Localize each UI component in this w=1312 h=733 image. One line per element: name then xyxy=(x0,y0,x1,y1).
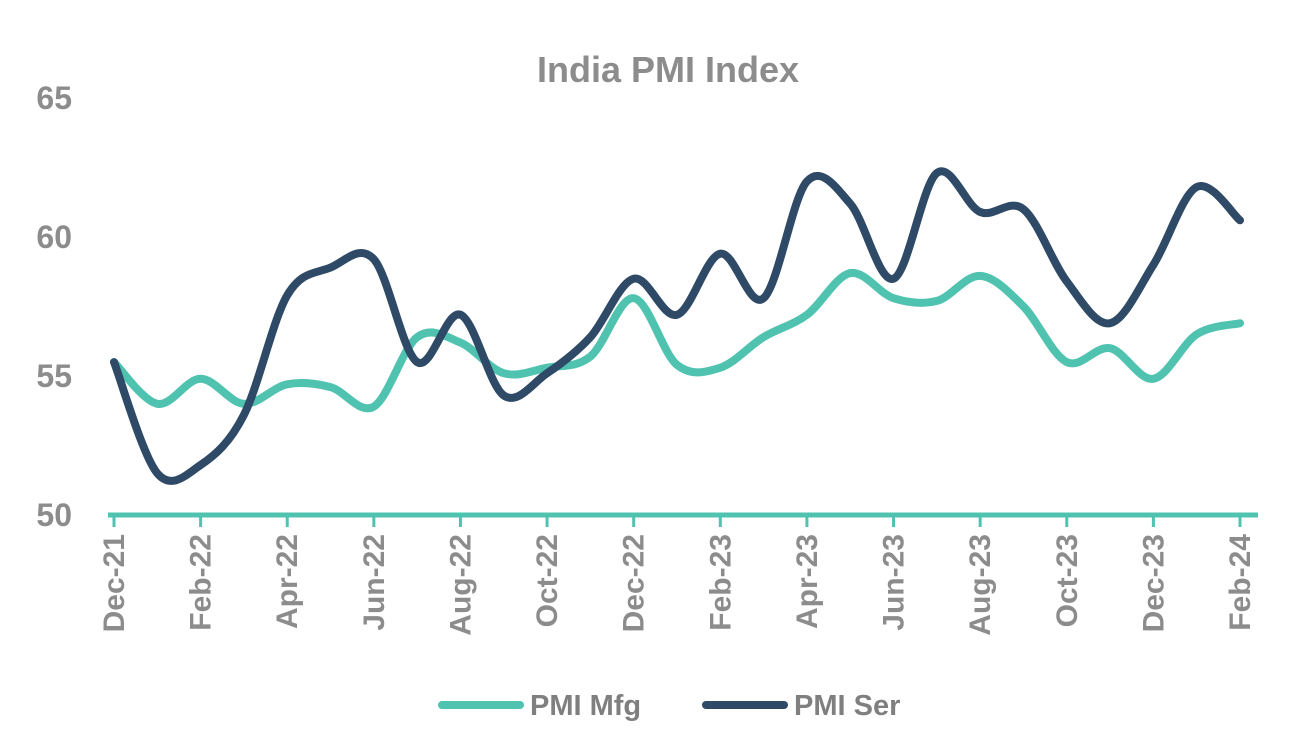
x-axis-ticks: Dec-21 Feb-22 Apr-22 Jun-22 Aug-22 Oct-22 Dec-… xyxy=(98,534,1257,636)
y-tick-label: 50 xyxy=(36,497,72,533)
x-tick-label: Aug-22 xyxy=(444,534,477,636)
x-tick-label: Feb-23 xyxy=(704,534,737,631)
y-tick-label: 65 xyxy=(36,80,72,116)
series-line-pmi-ser xyxy=(110,167,1244,485)
legend: PMI Mfg PMI Ser xyxy=(438,690,900,722)
x-tick-label: Apr-23 xyxy=(791,534,824,629)
y-tick-label: 60 xyxy=(36,219,72,255)
legend-label: PMI Mfg xyxy=(530,690,641,722)
x-tick-label: Oct-22 xyxy=(531,534,564,627)
y-axis-ticks: 50 55 60 65 xyxy=(36,80,72,533)
chart-title: India PMI Index xyxy=(537,49,799,90)
series-lines xyxy=(110,167,1244,485)
x-tick-label: Apr-22 xyxy=(271,534,304,629)
x-tick-label: Jun-22 xyxy=(358,534,391,631)
y-tick-label: 55 xyxy=(36,358,72,394)
x-tick-label: Dec-21 xyxy=(98,534,131,632)
x-axis xyxy=(108,512,1258,527)
legend-label: PMI Ser xyxy=(794,690,900,722)
x-tick-label: Feb-24 xyxy=(1224,534,1257,631)
x-tick-label: Dec-22 xyxy=(618,534,651,632)
x-tick-label: Dec-23 xyxy=(1137,534,1170,632)
series-line-pmi-mfg xyxy=(110,269,1244,413)
x-tick-label: Oct-23 xyxy=(1051,534,1084,627)
x-tick-label: Aug-23 xyxy=(964,534,997,636)
x-tick-label: Jun-23 xyxy=(878,534,911,631)
x-tick-label: Feb-22 xyxy=(185,534,218,631)
